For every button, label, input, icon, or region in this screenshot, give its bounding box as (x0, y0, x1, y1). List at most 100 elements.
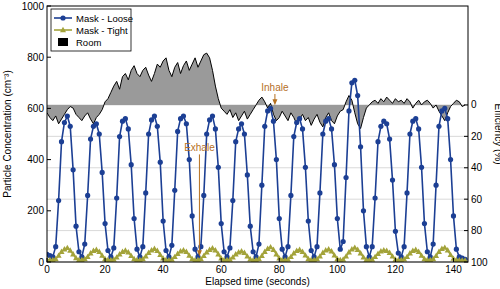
marker (65, 113, 70, 118)
legend-swatch (58, 38, 68, 46)
marker (448, 252, 454, 257)
marker (184, 121, 189, 126)
marker (227, 245, 232, 250)
marker (154, 248, 160, 253)
marker (335, 216, 340, 221)
marker (183, 249, 189, 254)
marker (192, 247, 197, 252)
marker (53, 244, 58, 249)
marker (262, 124, 267, 129)
marker (343, 175, 348, 180)
marker (372, 195, 377, 200)
marker (59, 139, 64, 144)
marker (187, 157, 192, 162)
legend-label: Mask - Loose (76, 13, 133, 24)
marker (126, 126, 131, 131)
marker (291, 134, 296, 139)
annotation-arrow (199, 154, 200, 252)
marker (256, 241, 261, 246)
legend: Mask - LooseMask - TightRoom (51, 9, 133, 51)
x-tick-label: 80 (274, 264, 286, 275)
x-tick-label: 140 (445, 264, 462, 275)
marker (219, 221, 224, 226)
marker (186, 252, 192, 257)
marker (346, 108, 351, 113)
plot-data (47, 53, 468, 262)
marker (96, 249, 102, 254)
x-tick-label: 20 (100, 264, 112, 275)
annotation-arrowhead (272, 99, 277, 105)
marker (416, 249, 422, 254)
y2-tick-label: 100 (471, 257, 488, 268)
marker (155, 124, 160, 129)
y2-tick (464, 262, 468, 263)
y-tick-label: 1000 (22, 1, 45, 12)
area-fill (47, 53, 465, 128)
x-tick (221, 258, 222, 262)
marker (454, 247, 459, 252)
marker (56, 198, 61, 203)
marker (70, 251, 76, 256)
marker (172, 188, 177, 193)
marker (416, 126, 421, 131)
marker (248, 224, 253, 229)
marker (105, 248, 110, 253)
marker (161, 218, 166, 223)
marker (216, 165, 221, 170)
marker (213, 126, 218, 131)
marker (125, 249, 131, 254)
marker (387, 137, 392, 142)
marker (215, 251, 221, 256)
y-tick (47, 262, 51, 263)
marker (387, 250, 393, 255)
marker (157, 252, 163, 257)
marker (233, 139, 238, 144)
y2-tick (464, 136, 468, 137)
marker (152, 113, 157, 118)
marker (73, 224, 78, 229)
marker (448, 157, 453, 162)
marker (271, 119, 276, 124)
marker (268, 106, 273, 111)
marker (68, 124, 73, 129)
y2-tick (464, 199, 468, 200)
annotation-text: Inhale (261, 82, 289, 93)
marker (425, 249, 430, 254)
marker (123, 116, 128, 121)
marker (302, 252, 308, 257)
marker (320, 131, 325, 136)
marker (210, 113, 215, 118)
y-tick-label: 600 (27, 103, 44, 114)
marker (111, 245, 116, 250)
y-tick-label: 400 (27, 154, 44, 165)
marker (462, 257, 468, 262)
marker (445, 116, 450, 121)
marker (259, 183, 264, 188)
marker (300, 126, 305, 131)
x-tick (337, 258, 338, 262)
marker (331, 252, 337, 257)
marker (242, 131, 247, 136)
marker (117, 134, 122, 139)
marker (241, 250, 247, 255)
y2-tick (464, 230, 468, 231)
marker (143, 190, 148, 195)
marker (303, 165, 308, 170)
y-axis-title: Particle Concentration (cm⁻³) (2, 70, 13, 197)
marker (158, 160, 163, 165)
marker (129, 162, 134, 167)
marker (236, 126, 241, 131)
marker (204, 131, 209, 136)
marker (370, 244, 375, 249)
marker (230, 198, 235, 203)
marker (274, 157, 279, 162)
x-tick (163, 258, 164, 262)
marker (251, 249, 256, 254)
marker (419, 252, 425, 257)
annotation-arrowhead (197, 250, 202, 256)
x-tick-label: 100 (329, 264, 346, 275)
marker (413, 116, 418, 121)
marker (451, 213, 456, 218)
y2-tick (464, 167, 468, 168)
y-tick (47, 108, 51, 109)
